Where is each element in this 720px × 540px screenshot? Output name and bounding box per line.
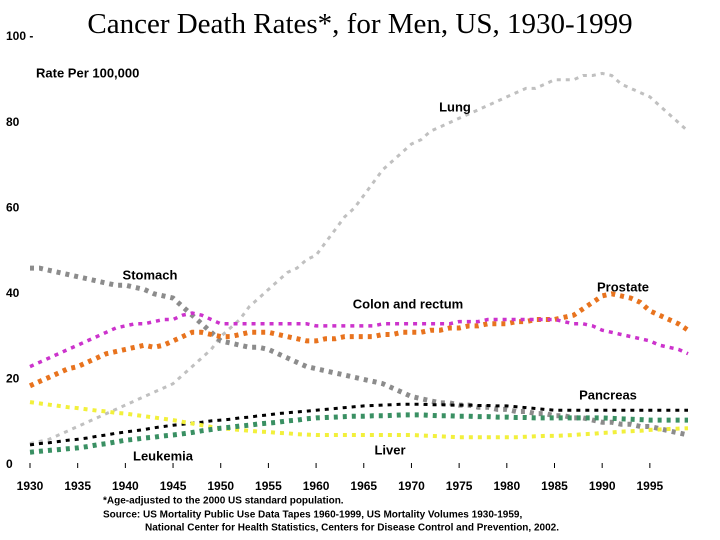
series-line (28, 291, 690, 389)
series-line (29, 311, 689, 369)
series-label: Leukemia (133, 448, 194, 463)
footnote: *Age-adjusted to the 2000 US standard po… (103, 496, 344, 507)
x-tick-label: 1970 (398, 479, 425, 493)
y-tick-label: 100 - (6, 29, 33, 43)
x-tick-label: 1940 (112, 479, 139, 493)
series-label: Pancreas (579, 387, 637, 402)
y-tick-label: 0 (6, 457, 13, 471)
series-label: Liver (374, 442, 405, 457)
x-tick-label: 1985 (541, 479, 568, 493)
series-label: Lung (439, 99, 471, 114)
series-line (29, 402, 688, 447)
series-label: Prostate (597, 279, 649, 294)
series-label: Colon and rectum (353, 296, 464, 311)
y-tick-label: 80 (6, 115, 20, 129)
x-tick-label: 1960 (303, 479, 330, 493)
y-axis-label: Rate Per 100,000 (36, 65, 139, 80)
series-label: Stomach (123, 267, 178, 282)
x-tick-label: 1965 (350, 479, 377, 493)
x-tick-label: 1950 (207, 479, 234, 493)
footnote: National Center for Health Statistics, C… (145, 523, 559, 534)
y-tick-label: 20 (6, 372, 20, 386)
y-tick-label: 60 (6, 200, 20, 214)
series-line (29, 400, 689, 440)
series-line (30, 265, 689, 438)
x-tick-label: 1930 (17, 479, 44, 493)
x-tick-label: 1975 (446, 479, 473, 493)
series-line (29, 71, 690, 446)
x-tick-label: 1935 (64, 479, 91, 493)
x-tick-label: 1990 (589, 479, 616, 493)
x-tick-label: 1955 (255, 479, 282, 493)
footnote: Source: US Mortality Public Use Data Tap… (103, 510, 522, 521)
x-tick-label: 1995 (637, 479, 664, 493)
series-line (29, 412, 688, 455)
x-tick-label: 1945 (160, 479, 187, 493)
x-tick-label: 1980 (493, 479, 520, 493)
chart-title: Cancer Death Rates*, for Men, US, 1930-1… (87, 8, 633, 40)
y-tick-label: 40 (6, 286, 20, 300)
